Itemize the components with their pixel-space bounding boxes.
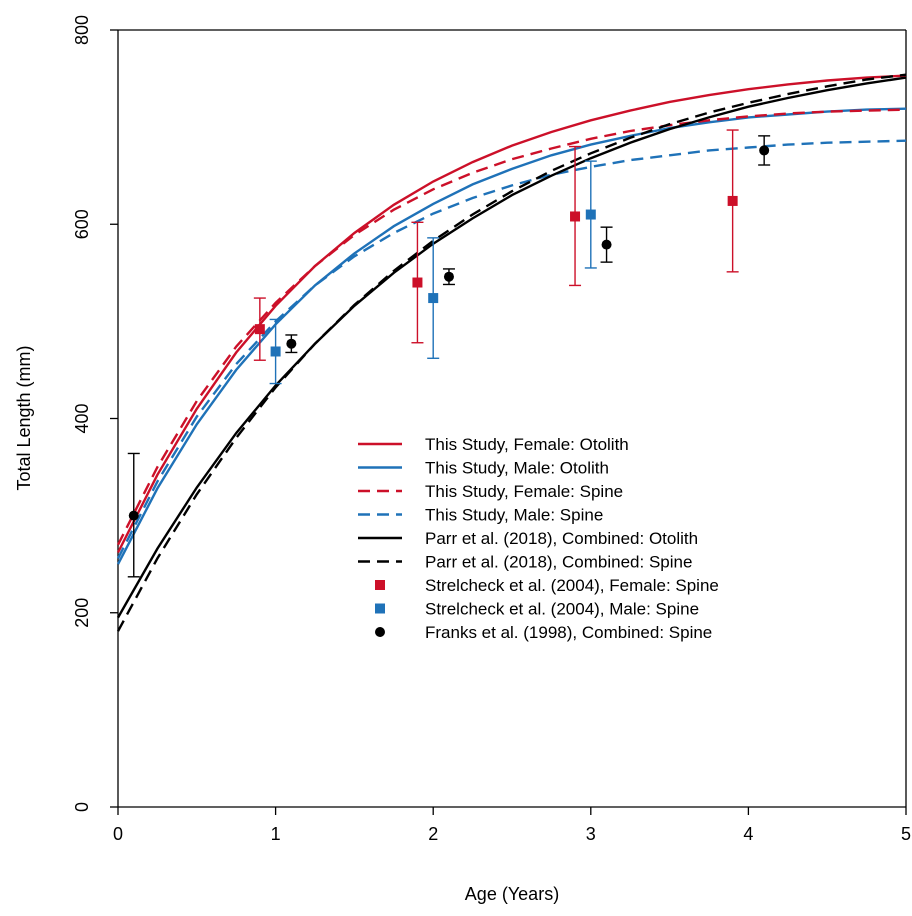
legend-label: This Study, Male: Otolith <box>425 459 609 478</box>
x-tick-label: 4 <box>743 824 753 844</box>
data-point-circle <box>286 338 297 349</box>
x-ticks: 0 1 2 3 4 5 <box>113 807 911 844</box>
series-line-2 <box>116 108 907 546</box>
data-point-square <box>428 293 439 304</box>
data-point-square <box>270 346 281 357</box>
legend-label: Franks et al. (1998), Combined: Spine <box>425 623 712 642</box>
y-tick-label: 400 <box>72 403 92 433</box>
x-tick-label: 1 <box>271 824 281 844</box>
legend-circle-swatch <box>375 627 385 637</box>
legend: This Study, Female: Otolith This Study, M… <box>358 435 719 642</box>
legend-square-swatch <box>375 580 385 590</box>
legend-square-swatch <box>375 603 385 614</box>
series-line-0 <box>116 74 907 554</box>
data-point-square <box>254 324 265 335</box>
data-point-circle <box>443 271 454 282</box>
legend-label: Strelcheck et al. (2004), Female: Spine <box>425 576 719 595</box>
legend-label: Parr et al. (2018), Combined: Spine <box>425 553 692 572</box>
x-tick-label: 0 <box>113 824 123 844</box>
y-tick-label: 200 <box>72 598 92 628</box>
y-tick-label: 600 <box>72 209 92 239</box>
series-points <box>127 129 771 578</box>
y-tick-label: 0 <box>72 802 92 812</box>
y-tick-label: 800 <box>72 15 92 45</box>
x-axis-title: Age (Years) <box>465 884 559 904</box>
legend-label: This Study, Male: Spine <box>425 506 603 525</box>
legend-label: This Study, Female: Spine <box>425 482 623 501</box>
y-axis-title: Total Length (mm) <box>14 345 34 490</box>
series-line-3 <box>116 139 907 559</box>
data-point-square <box>412 277 423 288</box>
y-ticks: 0 200 400 600 800 <box>72 15 118 812</box>
series-line-5 <box>116 73 907 632</box>
data-point-circle <box>759 145 770 156</box>
data-point-circle <box>128 510 139 521</box>
series-lines <box>116 73 907 632</box>
data-point-square <box>570 211 581 222</box>
x-tick-label: 5 <box>901 824 911 844</box>
data-point-square <box>727 195 738 206</box>
legend-label: Parr et al. (2018), Combined: Otolith <box>425 529 698 548</box>
legend-label: This Study, Female: Otolith <box>425 435 629 454</box>
data-point-square <box>585 209 596 220</box>
series-line-4 <box>116 76 907 619</box>
data-point-circle <box>601 239 612 250</box>
x-tick-label: 3 <box>586 824 596 844</box>
legend-label: Strelcheck et al. (2004), Male: Spine <box>425 600 699 619</box>
axes <box>117 29 907 808</box>
x-tick-label: 2 <box>428 824 438 844</box>
